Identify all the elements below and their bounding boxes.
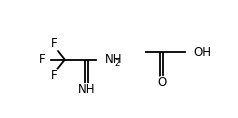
Text: F: F: [51, 37, 57, 50]
Text: F: F: [38, 53, 45, 66]
Text: NH: NH: [104, 53, 122, 66]
Text: OH: OH: [193, 46, 211, 59]
Text: F: F: [51, 70, 57, 82]
Text: 2: 2: [114, 59, 120, 68]
Text: O: O: [157, 76, 166, 89]
Text: NH: NH: [78, 83, 95, 96]
